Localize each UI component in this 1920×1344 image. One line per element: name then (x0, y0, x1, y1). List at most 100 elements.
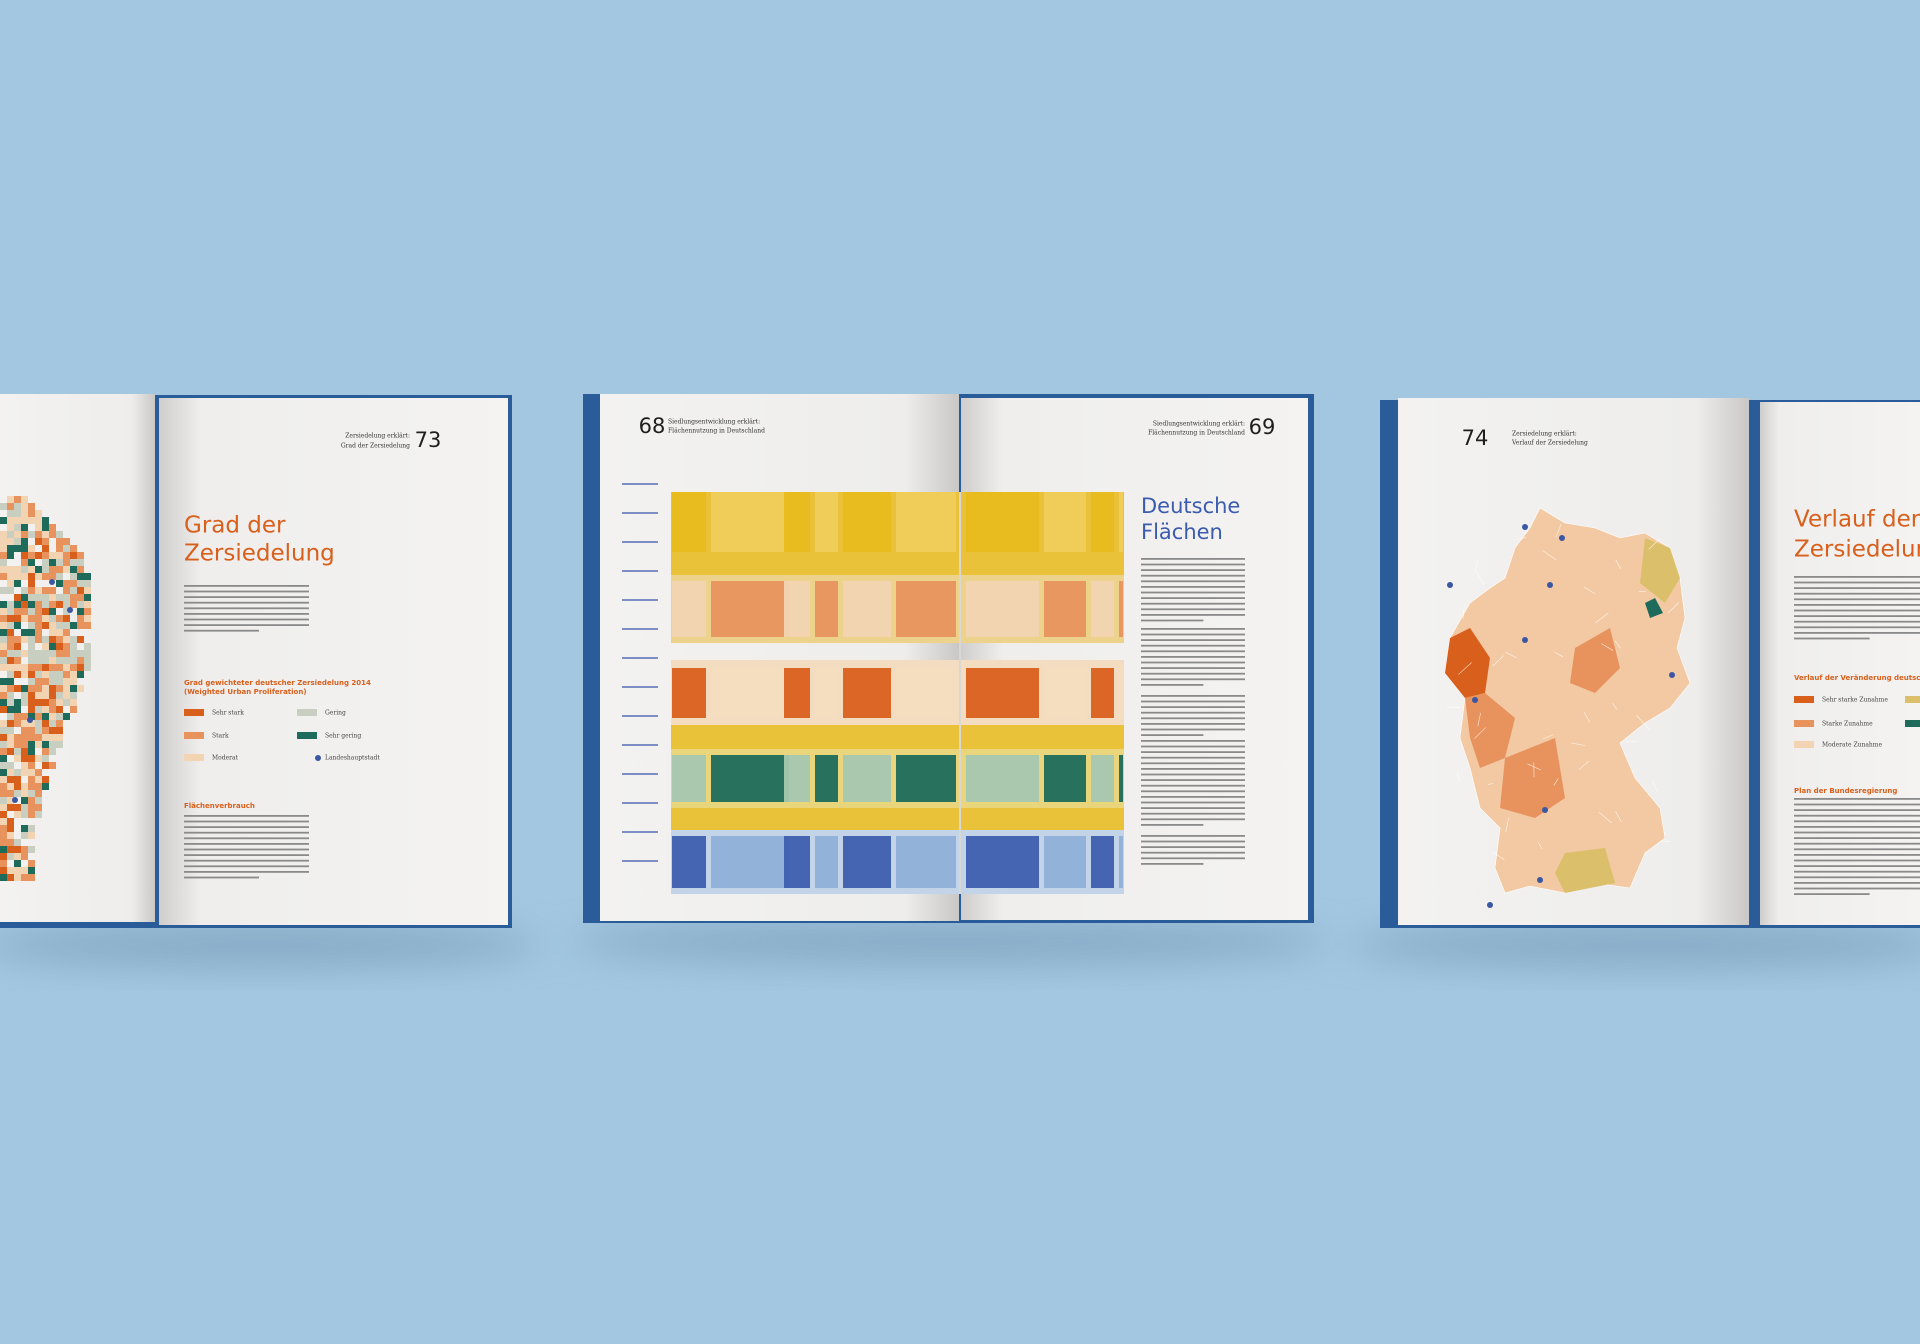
map-cell (21, 811, 28, 818)
map-cell (70, 671, 77, 678)
text-line (1141, 711, 1245, 714)
map-cell (7, 517, 14, 524)
map-cell (7, 496, 14, 503)
region (1645, 598, 1663, 618)
map-cell (77, 608, 84, 615)
map-cell (49, 608, 56, 615)
map-cell (14, 531, 21, 538)
text-line (1794, 887, 1920, 890)
running-head: Zersiedelung erklärt: (345, 433, 410, 440)
map-cell (49, 643, 56, 650)
map-cell (42, 608, 49, 615)
map-cell (21, 517, 28, 524)
map-cell (28, 825, 35, 832)
map-cell (77, 657, 84, 664)
map-cell (21, 797, 28, 804)
flow-block (1044, 668, 1086, 718)
flow-block (896, 492, 956, 552)
text-line (1141, 768, 1245, 770)
map-cell (35, 678, 42, 685)
border (1555, 523, 1562, 538)
title: Grad der (184, 513, 286, 539)
border (1583, 586, 1596, 595)
map-cell (14, 664, 21, 671)
map-cell (70, 594, 77, 601)
map-cell (35, 692, 42, 699)
flow-block (815, 581, 838, 637)
map-cell (28, 874, 35, 881)
map-cell (21, 685, 28, 692)
border (1554, 651, 1563, 658)
map-cell (63, 629, 70, 636)
map-cell (35, 727, 42, 734)
text-line (1141, 840, 1245, 843)
map-cell (42, 685, 49, 692)
text-line (1794, 598, 1920, 601)
flow-block (784, 492, 810, 552)
capital-dot (1447, 582, 1453, 588)
map-cell (0, 538, 7, 545)
legend-label: Sehr starke Zunahme (1822, 697, 1888, 704)
map-cell (7, 629, 14, 636)
map-cell (7, 685, 14, 692)
border (1553, 778, 1559, 786)
map-cell (63, 643, 70, 650)
running-head: Flächennutzung in Deutschland (668, 428, 765, 435)
map-cell (14, 776, 21, 783)
map-cell (84, 643, 91, 650)
map-cell (35, 573, 42, 580)
map-cell (56, 538, 63, 545)
text-line (1794, 893, 1870, 895)
map-cell (28, 678, 35, 685)
map-cell (21, 531, 28, 538)
map-cell (0, 601, 7, 608)
map-cell (14, 573, 21, 580)
map-cell (7, 601, 14, 608)
text-line (1141, 824, 1204, 826)
map-cell (56, 678, 63, 685)
map-cell (63, 685, 70, 692)
map-cell (0, 678, 7, 685)
map-cell (84, 615, 91, 622)
map-cell (14, 720, 21, 727)
map-cell (70, 678, 77, 685)
text-line (1141, 740, 1245, 742)
flow-block (784, 581, 810, 637)
map-cell (28, 797, 35, 804)
map-cell (35, 776, 42, 783)
map-cell (42, 727, 49, 734)
running-head: Zersiedelung erklärt: (1512, 431, 1577, 438)
map-cell (35, 615, 42, 622)
map-cell (56, 685, 63, 692)
map-cell (56, 664, 63, 671)
flow-block (896, 581, 956, 637)
annotation (622, 512, 658, 514)
map-cell (7, 825, 14, 832)
map-cell (14, 615, 21, 622)
section-heading: Plan der Bundesregierung (1794, 787, 1897, 795)
flow-block (784, 755, 810, 802)
map-cell (7, 545, 14, 552)
map-cell (0, 860, 7, 867)
text-line (1141, 586, 1245, 588)
map-cell (7, 566, 14, 573)
map-cell (7, 804, 14, 811)
map-cell (35, 741, 42, 748)
border (1598, 812, 1612, 824)
map-cell (28, 517, 35, 524)
map-cell (70, 706, 77, 713)
text-line (1141, 801, 1245, 804)
map-cell (14, 503, 21, 510)
text-line (1794, 865, 1920, 867)
map-cell (49, 629, 56, 636)
text-line (1141, 661, 1245, 664)
text-line (1141, 717, 1245, 720)
map-cell (70, 559, 77, 566)
legend-label: Stark (212, 733, 229, 740)
text-line (1794, 626, 1920, 629)
map-cell (63, 664, 70, 671)
legend-label: Sehr gering (325, 733, 361, 740)
map-cell (7, 587, 14, 594)
map-cell (56, 622, 63, 629)
map-cell (63, 552, 70, 559)
